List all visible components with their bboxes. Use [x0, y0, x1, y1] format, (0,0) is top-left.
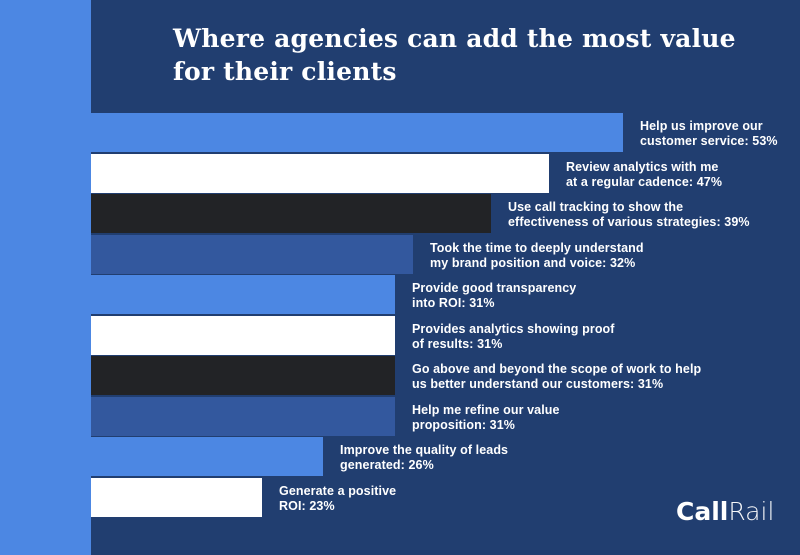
- bar-row: Help us improve our customer service: 53…: [0, 113, 800, 152]
- callrail-logo: CallRail: [676, 499, 774, 525]
- bar-row: Improve the quality of leads generated: …: [0, 437, 800, 476]
- bar-row: Took the time to deeply understand my br…: [0, 234, 800, 274]
- bar: [91, 234, 413, 274]
- bar: [91, 275, 395, 314]
- bar-label: Help us improve our customer service: 53…: [640, 119, 778, 148]
- bar-row: Generate a positive ROI: 23%: [0, 477, 800, 517]
- bar-row: Use call tracking to show the effectiven…: [0, 194, 800, 233]
- bar-row: Provide good transparency into ROI: 31%: [0, 275, 800, 314]
- bar-label: Generate a positive ROI: 23%: [279, 483, 397, 513]
- bar-label: Provides analytics showing proof of resu…: [412, 321, 615, 351]
- callrail-logo-call: Call: [676, 497, 729, 526]
- bar-row: Review analytics with me at a regular ca…: [0, 153, 800, 193]
- bar-label: Use call tracking to show the effectiven…: [508, 200, 750, 229]
- bar-label: Provide good transparency into ROI: 31%: [412, 281, 577, 310]
- bar-row: Provides analytics showing proof of resu…: [0, 315, 800, 355]
- callrail-logo-rail: Rail: [728, 497, 775, 526]
- bar: [91, 153, 549, 193]
- bar: [91, 477, 262, 517]
- chart-title-line-2: for their clients: [173, 57, 397, 86]
- bar: [91, 396, 395, 436]
- bar-row: Help me refine our value proposition: 31…: [0, 396, 800, 436]
- bar-label: Help me refine our value proposition: 31…: [412, 402, 560, 432]
- chart-title-line-1: Where agencies can add the most value: [173, 24, 736, 53]
- bar: [91, 356, 395, 395]
- bar: [91, 194, 491, 233]
- bar: [91, 113, 623, 152]
- chart-title: Where agencies can add the most value fo…: [173, 22, 736, 88]
- bar: [91, 315, 395, 355]
- bar-row: Go above and beyond the scope of work to…: [0, 356, 800, 395]
- bar-label: Review analytics with me at a regular ca…: [566, 159, 723, 189]
- bar: [91, 437, 323, 476]
- bar-label: Took the time to deeply understand my br…: [430, 240, 644, 270]
- left-accent-strip: [0, 0, 91, 555]
- bar-label: Go above and beyond the scope of work to…: [412, 362, 702, 391]
- bar-label: Improve the quality of leads generated: …: [340, 443, 509, 472]
